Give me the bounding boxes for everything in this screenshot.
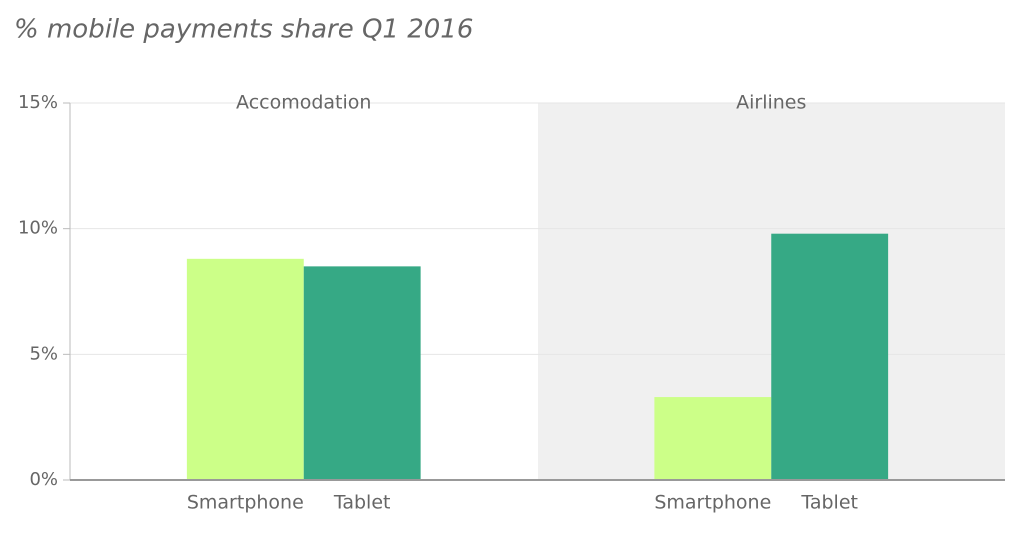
y-tick-label: 0%	[29, 469, 58, 490]
x-tick-label: Smartphone	[654, 492, 771, 514]
panel-title: Airlines	[736, 92, 806, 114]
x-tick-label: Tablet	[333, 492, 391, 514]
y-tick-label: 15%	[18, 92, 58, 113]
bar	[654, 397, 772, 480]
bar	[186, 258, 304, 480]
x-tick-label: Smartphone	[187, 492, 304, 514]
x-tick-label: Tablet	[800, 492, 858, 514]
bar	[771, 233, 889, 480]
bar	[303, 266, 421, 480]
y-tick-label: 10%	[18, 218, 58, 239]
chart-title: % mobile payments share Q1 2016	[14, 15, 473, 45]
y-tick-label: 5%	[29, 343, 58, 364]
panel-title: Accomodation	[236, 92, 371, 114]
